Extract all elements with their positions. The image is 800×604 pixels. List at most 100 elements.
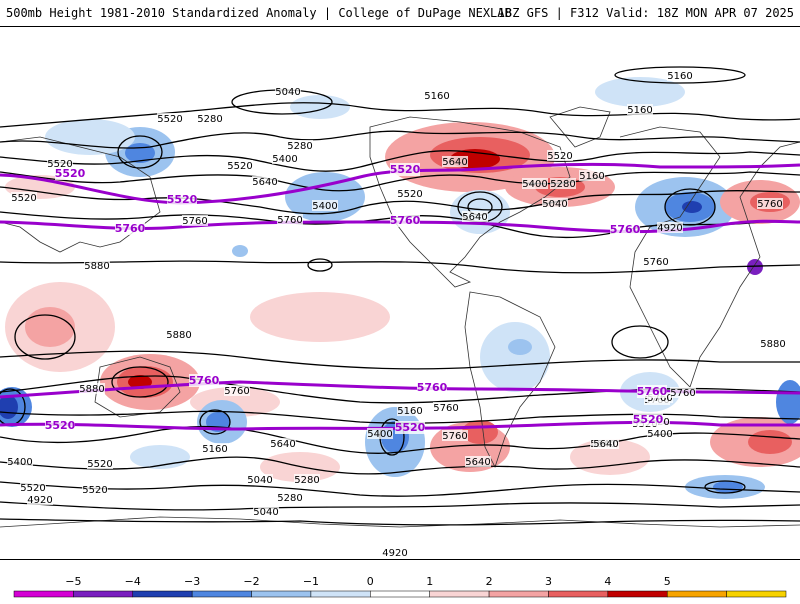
contour-label-bg xyxy=(312,200,338,211)
contour-label-bg xyxy=(647,428,673,439)
colorbar-canvas: −5 −4 −3 −2 −1 0 1 2 3 4 5 xyxy=(13,575,787,598)
highlight-label-bg xyxy=(390,163,420,176)
highlight-label: 5760 xyxy=(115,222,146,235)
colorbar-tick-label: 2 xyxy=(486,575,493,588)
contour-label-bg xyxy=(462,211,488,222)
anomaly-shading xyxy=(0,77,800,499)
highlight-label: 5760 xyxy=(390,214,421,227)
negative-anomaly xyxy=(480,322,550,392)
highlight-label: 5520 xyxy=(55,167,86,180)
contour-label-bg xyxy=(294,474,320,485)
contour-label: 5160 xyxy=(397,406,422,417)
contour-label-bg xyxy=(253,506,279,517)
contour-label-bg xyxy=(247,474,273,485)
contour-label: 5760 xyxy=(670,388,695,399)
contour-label: 4920 xyxy=(27,495,52,506)
contour-label: 5400 xyxy=(367,429,392,440)
contour-label-bg xyxy=(277,214,303,225)
contour-label: 5040 xyxy=(275,87,300,98)
contour-label-bg xyxy=(367,428,393,439)
contour-label-bg xyxy=(547,150,573,161)
contour-line xyxy=(0,171,800,192)
contour-label-bg xyxy=(550,178,576,189)
contour-label-bg xyxy=(657,222,683,233)
contour-label-bg xyxy=(442,156,468,167)
contour-closed-low xyxy=(704,480,746,494)
contour-label: 5280 xyxy=(197,114,222,125)
colorbar-tick-label: 1 xyxy=(426,575,433,588)
anomaly-map-canvas: 5040516051605160528052805400540055205520… xyxy=(0,66,800,559)
positive-anomaly xyxy=(128,375,152,389)
contour-label: 5520 xyxy=(11,193,36,204)
contour-label-bg xyxy=(757,198,783,209)
contour-label: 5760 xyxy=(277,215,302,226)
contour-label: 5280 xyxy=(550,179,575,190)
contour-label: 5280 xyxy=(277,493,302,504)
highlight-label-bg xyxy=(167,193,197,206)
contour-closed-high xyxy=(307,258,333,272)
colorbar-swatch xyxy=(607,590,668,598)
contour-label: 5040 xyxy=(542,199,567,210)
colorbar-swatch xyxy=(251,590,312,598)
contour-label: 4920 xyxy=(382,548,407,559)
contour-label: 5400 xyxy=(647,429,672,440)
contour-label: 5760 xyxy=(757,199,782,210)
contour-label-bg xyxy=(202,443,228,454)
highlight-label: 5520 xyxy=(395,421,426,434)
contour-label-bg xyxy=(579,170,605,181)
contour-label-bg xyxy=(227,160,253,171)
contour-line xyxy=(0,102,800,128)
contour-line xyxy=(0,130,800,149)
contour-line xyxy=(0,186,800,215)
greenland-outline xyxy=(549,106,611,148)
negative-anomaly xyxy=(682,201,702,213)
colorbar-swatch xyxy=(666,590,727,598)
negative-anomaly xyxy=(232,245,248,257)
contour-label: 5640 xyxy=(442,157,467,168)
contour-label-bg xyxy=(182,215,208,226)
contour-label: 5160 xyxy=(579,171,604,182)
antarctica-outline xyxy=(0,516,800,528)
map-title: 500mb Height 1981-2010 Standardized Anom… xyxy=(6,6,512,20)
colorbar-tick-label: 5 xyxy=(664,575,671,588)
contour-label: 5400 xyxy=(272,154,297,165)
contour-closed-low xyxy=(199,409,231,435)
contour-label: 5880 xyxy=(166,330,191,341)
australia-outline xyxy=(94,356,181,418)
contour-label-bg xyxy=(47,158,73,169)
contour-label-bg xyxy=(82,484,108,495)
contour-5760-south xyxy=(0,380,800,399)
contour-label: 5520 xyxy=(397,189,422,200)
contour-label: 5520 xyxy=(82,485,107,496)
contour-label: 5640 xyxy=(462,212,487,223)
contour-closed-low xyxy=(664,188,716,226)
contour-label-bg xyxy=(197,113,223,124)
colorbar-swatch xyxy=(548,590,609,598)
contour-closed-low xyxy=(614,66,746,84)
contour-label-bg xyxy=(84,260,110,271)
contour-label: 5520 xyxy=(47,159,72,170)
highlight-label: 5520 xyxy=(390,163,421,176)
contour-label: 5760 xyxy=(224,386,249,397)
contour-label: 5520 xyxy=(20,483,45,494)
model-run-info: 18Z GFS | F312 Valid: 18Z MON APR 07 202… xyxy=(497,6,794,20)
positive-anomaly xyxy=(595,77,685,107)
colorbar-tick-label: −2 xyxy=(243,575,259,588)
colorbar-swatch xyxy=(488,590,549,598)
contour-label-bg xyxy=(667,70,693,81)
contour-label: 5640 xyxy=(252,177,277,188)
colorbar-swatch xyxy=(429,590,490,598)
colorbar-tick-label: 4 xyxy=(604,575,611,588)
highlight-label: 5520 xyxy=(633,413,664,426)
contour-label-bg xyxy=(275,86,301,97)
contour-label: 5880 xyxy=(760,339,785,350)
contour-label: 5280 xyxy=(287,141,312,152)
contour-label-bg xyxy=(7,456,33,467)
contour-line xyxy=(0,501,800,511)
contour-label: 5040 xyxy=(253,507,278,518)
highlight-label: 5760 xyxy=(417,381,448,394)
contour-label: 5640 xyxy=(270,439,295,450)
negative-anomaly xyxy=(285,172,365,222)
contour-label-bg xyxy=(157,113,183,124)
contour-label: 5160 xyxy=(627,105,652,116)
